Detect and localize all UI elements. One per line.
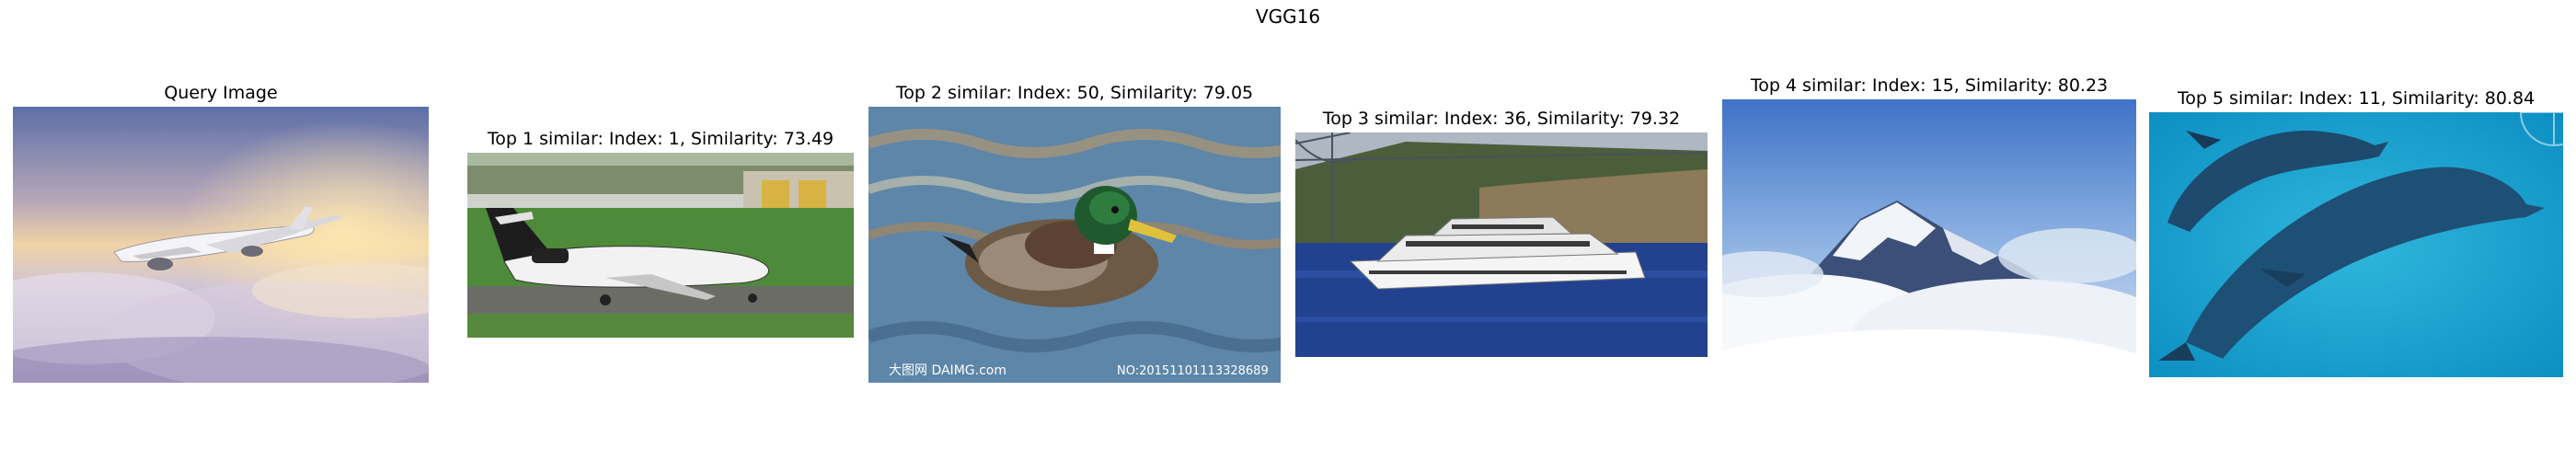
duck-shape (942, 186, 1177, 307)
top-5-title: Top 5 similar: Index: 11, Similarity: 80… (2177, 88, 2536, 109)
airplane-shape (113, 206, 344, 270)
yacht-shape (1349, 216, 1646, 290)
jet-shape (486, 208, 769, 305)
top-2-image: 大图网 DAIMG.com NO:20151101113328689 (868, 107, 1281, 383)
figure-title: VGG16 (1255, 6, 1321, 28)
top-1-image (467, 153, 854, 338)
query-image-title: Query Image (164, 83, 278, 103)
top-2-title: Top 2 similar: Index: 50, Similarity: 79… (895, 83, 1254, 103)
query-image (13, 107, 429, 383)
dolphin-shapes (2158, 131, 2545, 361)
watermark-right: NO:20151101113328689 (1117, 364, 1269, 378)
top-3-image (1295, 132, 1708, 357)
top-1-title: Top 1 similar: Index: 1, Similarity: 73.… (487, 129, 834, 149)
top-4-image (1722, 99, 2136, 390)
top-3-title: Top 3 similar: Index: 36, Similarity: 79… (1322, 109, 1681, 129)
top-5-image (2149, 112, 2563, 377)
top-4-title: Top 4 similar: Index: 15, Similarity: 80… (1750, 75, 2109, 96)
watermark-left: 大图网 DAIMG.com (889, 363, 1006, 378)
